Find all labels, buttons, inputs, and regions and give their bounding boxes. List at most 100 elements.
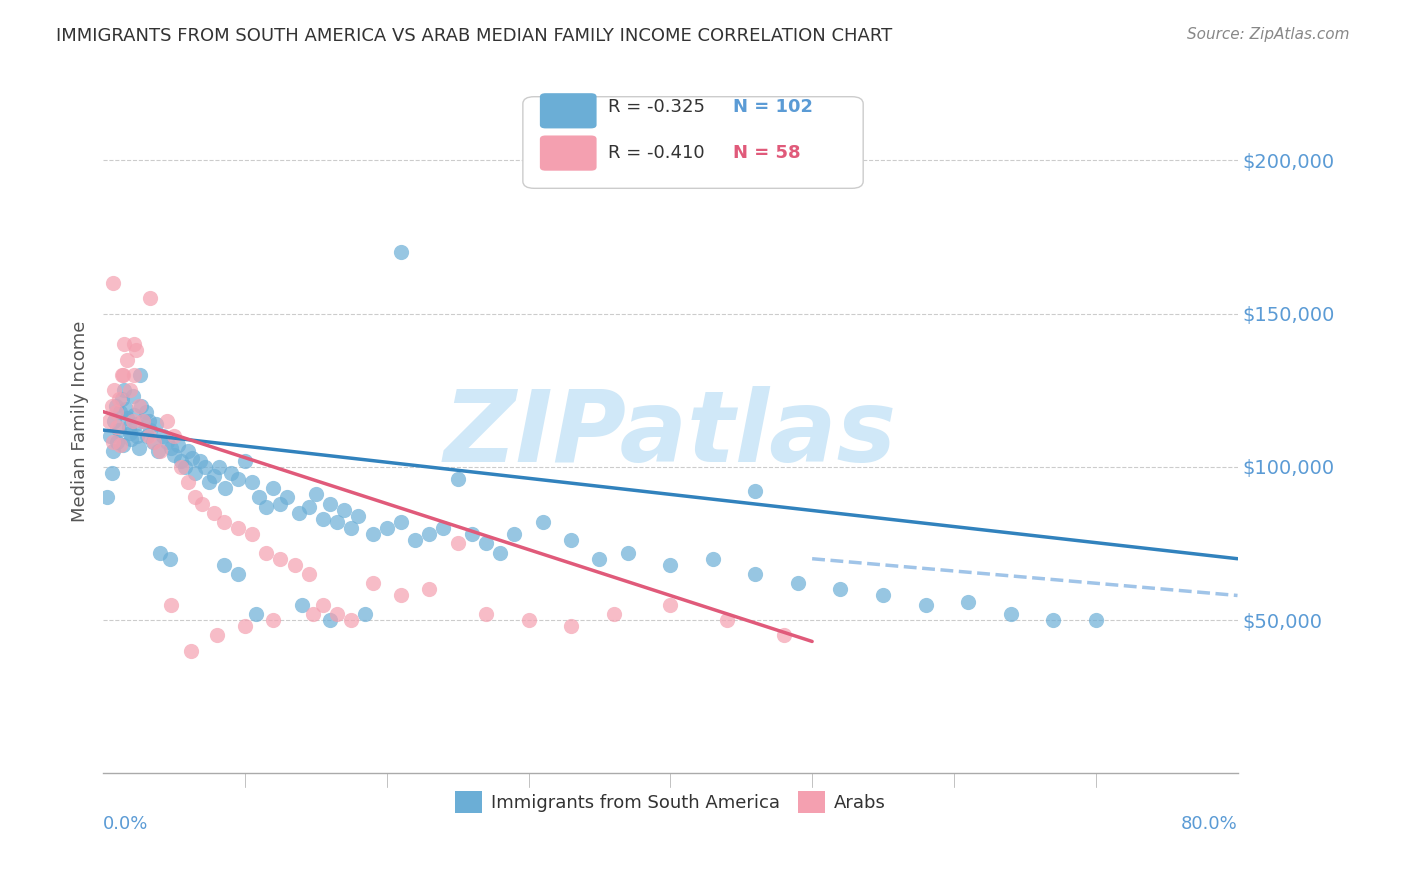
Point	[389, 515, 412, 529]
Point	[226, 567, 249, 582]
Point	[375, 521, 398, 535]
Point	[205, 628, 228, 642]
Point	[125, 343, 148, 358]
Point	[787, 576, 810, 591]
Point	[233, 619, 256, 633]
Point	[170, 459, 193, 474]
Point	[291, 598, 314, 612]
Point	[659, 598, 682, 612]
Point	[298, 567, 321, 582]
Point	[269, 497, 291, 511]
Point	[114, 401, 136, 416]
Point	[100, 466, 122, 480]
Text: IMMIGRANTS FROM SOUTH AMERICA VS ARAB MEDIAN FAMILY INCOME CORRELATION CHART: IMMIGRANTS FROM SOUTH AMERICA VS ARAB ME…	[56, 27, 893, 45]
Point	[288, 506, 311, 520]
Point	[208, 459, 231, 474]
Point	[111, 438, 134, 452]
Point	[142, 435, 165, 450]
Point	[128, 399, 150, 413]
Point	[125, 417, 148, 431]
Point	[361, 576, 384, 591]
Point	[124, 368, 146, 382]
Point	[143, 435, 166, 450]
Point	[305, 487, 328, 501]
Point	[105, 420, 128, 434]
Point	[489, 546, 512, 560]
Point	[118, 420, 141, 434]
Point	[389, 245, 412, 260]
Point	[361, 527, 384, 541]
Point	[333, 502, 356, 516]
Point	[97, 414, 120, 428]
Point	[160, 598, 183, 612]
Point	[262, 481, 284, 495]
Point	[110, 368, 132, 382]
Point	[560, 619, 582, 633]
Point	[326, 607, 349, 621]
Point	[103, 383, 125, 397]
Point	[872, 589, 894, 603]
Point	[914, 598, 936, 612]
Point	[276, 491, 298, 505]
Point	[957, 594, 980, 608]
Y-axis label: Median Family Income: Median Family Income	[72, 320, 89, 522]
Point	[389, 589, 412, 603]
Point	[163, 429, 186, 443]
Point	[122, 389, 145, 403]
Point	[254, 500, 277, 514]
Point	[139, 291, 162, 305]
Point	[145, 417, 167, 431]
Point	[115, 352, 138, 367]
Point	[418, 582, 440, 597]
Point	[127, 429, 149, 443]
Point	[247, 491, 270, 505]
Point	[312, 512, 335, 526]
Point	[138, 429, 160, 443]
Point	[240, 527, 263, 541]
Point	[214, 481, 236, 495]
Point	[132, 414, 155, 428]
Point	[167, 438, 190, 452]
Point	[104, 399, 127, 413]
Point	[120, 383, 142, 397]
Point	[319, 497, 342, 511]
Point	[170, 453, 193, 467]
Point	[212, 515, 235, 529]
Text: 80.0%: 80.0%	[1181, 815, 1237, 833]
Point	[177, 475, 200, 490]
Point	[198, 475, 221, 490]
Text: 0.0%: 0.0%	[103, 815, 149, 833]
Point	[347, 508, 370, 523]
Point	[191, 497, 214, 511]
FancyBboxPatch shape	[540, 136, 596, 170]
Text: N = 58: N = 58	[733, 145, 800, 162]
Point	[174, 459, 197, 474]
Point	[475, 536, 498, 550]
Point	[160, 442, 183, 456]
Point	[159, 551, 181, 566]
Point	[716, 613, 738, 627]
Point	[659, 558, 682, 572]
Point	[340, 521, 363, 535]
Point	[128, 442, 150, 456]
Point	[418, 527, 440, 541]
Point	[503, 527, 526, 541]
Point	[212, 558, 235, 572]
Legend: Immigrants from South America, Arabs: Immigrants from South America, Arabs	[447, 784, 893, 821]
Point	[298, 500, 321, 514]
Point	[100, 399, 122, 413]
Point	[103, 414, 125, 428]
Point	[531, 515, 554, 529]
Point	[115, 410, 138, 425]
Point	[219, 466, 242, 480]
Point	[149, 444, 172, 458]
Point	[132, 414, 155, 428]
Point	[226, 472, 249, 486]
Point	[269, 551, 291, 566]
Point	[184, 491, 207, 505]
Point	[560, 533, 582, 548]
Point	[112, 337, 135, 351]
Point	[404, 533, 426, 548]
Point	[136, 429, 159, 443]
Point	[149, 546, 172, 560]
